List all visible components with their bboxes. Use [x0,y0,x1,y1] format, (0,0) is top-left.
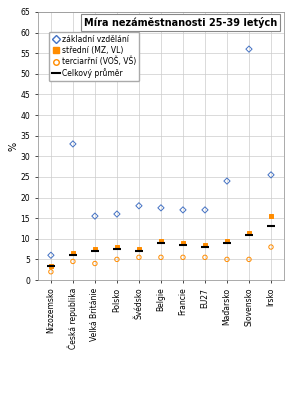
Point [181,240,185,246]
Point [137,254,141,260]
Point [203,242,207,248]
Point [70,250,75,256]
Point [247,46,251,52]
Point [159,205,163,211]
Point [115,256,119,262]
Point [203,207,207,213]
Point [49,252,53,258]
Point [159,238,163,244]
Y-axis label: %: % [9,142,19,150]
Point [93,246,97,252]
Point [70,141,75,147]
Point [49,262,53,269]
Point [203,254,207,260]
Point [225,256,229,262]
Text: Míra nezáměstnanosti 25-39 letých: Míra nezáměstnanosti 25-39 letých [84,17,277,28]
Point [159,254,163,260]
Point [137,246,141,252]
Point [137,202,141,209]
Point [115,244,119,250]
Point [181,254,185,260]
Point [70,258,75,265]
Point [247,256,251,262]
Point [93,260,97,267]
Point [269,213,273,219]
Point [247,229,251,236]
Point [225,178,229,184]
Point [269,172,273,178]
Point [225,238,229,244]
Point [269,244,273,250]
Point [115,211,119,217]
Point [93,213,97,219]
Point [49,268,53,275]
Legend: základní vzdělání, střední (MZ, VL), terciarřní (VOŠ, VŠ), Celkový průměr: základní vzdělání, střední (MZ, VL), ter… [49,32,139,81]
Point [181,207,185,213]
